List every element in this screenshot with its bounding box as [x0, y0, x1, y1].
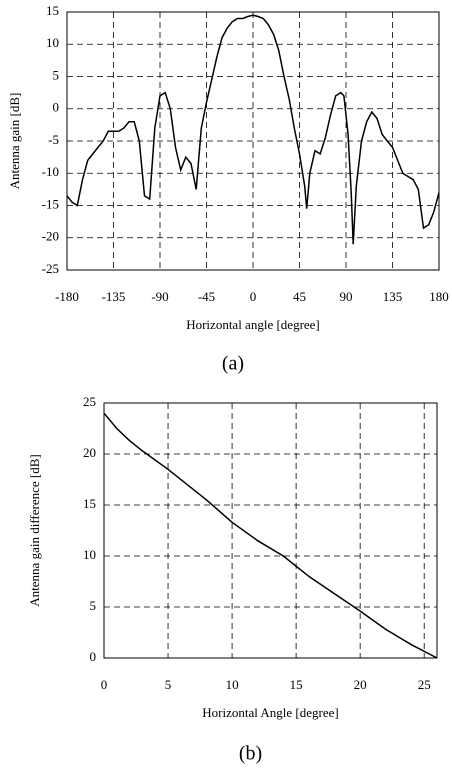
y-tick-label: 15	[46, 3, 59, 18]
x-tick-label: 0	[250, 289, 257, 304]
y-axis-label: Antenna gain difference [dB]	[27, 454, 42, 606]
y-tick-label: -15	[42, 196, 59, 211]
y-tick-label: 0	[90, 649, 97, 664]
caption: (b)	[239, 743, 262, 765]
x-tick-label: 15	[290, 677, 303, 692]
y-tick-label: 10	[83, 547, 96, 562]
caption: (a)	[222, 353, 244, 375]
y-tick-label: 10	[46, 35, 59, 50]
x-tick-label: 45	[293, 289, 306, 304]
y-tick-label: 15	[83, 496, 96, 511]
x-tick-label: 20	[354, 677, 367, 692]
y-tick-label: 20	[83, 445, 96, 460]
y-tick-label: -25	[42, 261, 59, 276]
y-tick-label: -20	[42, 229, 59, 244]
x-tick-label: 5	[165, 677, 172, 692]
y-axis-label: Antenna gain [dB]	[7, 93, 22, 190]
x-tick-label: 180	[429, 289, 449, 304]
x-tick-label: 10	[226, 677, 239, 692]
x-tick-label: 0	[101, 677, 108, 692]
plot-frame	[103, 402, 438, 659]
y-tick-label: -5	[48, 132, 59, 147]
y-tick-label: 5	[90, 598, 97, 613]
x-axis-label: Horizontal Angle [degree]	[202, 705, 338, 720]
x-tick-label: -45	[198, 289, 215, 304]
y-tick-label: -10	[42, 164, 59, 179]
data-line	[66, 14, 440, 245]
x-tick-label: -180	[55, 289, 79, 304]
x-tick-label: -90	[151, 289, 168, 304]
x-axis-label: Horizontal angle [degree]	[186, 317, 320, 332]
y-tick-label: 25	[83, 394, 96, 409]
x-tick-label: -135	[102, 289, 126, 304]
x-tick-label: 135	[383, 289, 403, 304]
x-tick-label: 90	[340, 289, 353, 304]
y-tick-label: 0	[53, 100, 60, 115]
plot-frame	[66, 11, 440, 271]
y-tick-label: 5	[53, 67, 60, 82]
data-line	[103, 412, 438, 659]
x-tick-label: 25	[418, 677, 431, 692]
